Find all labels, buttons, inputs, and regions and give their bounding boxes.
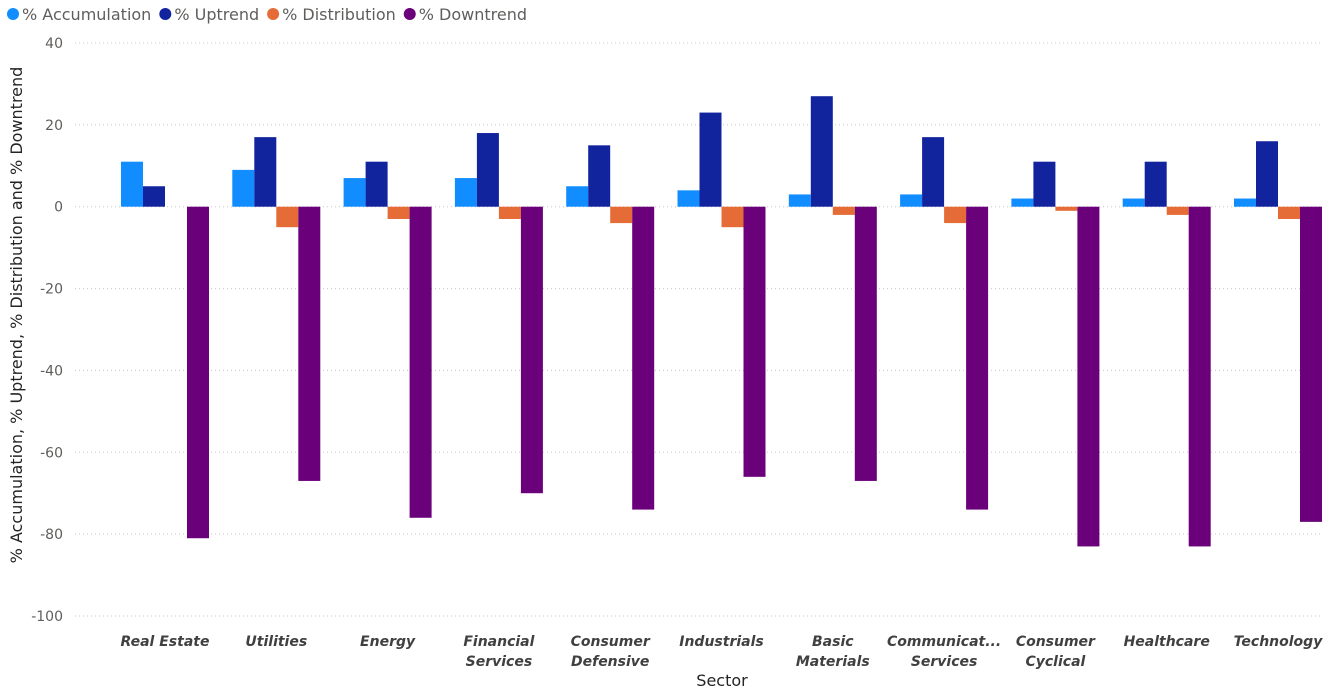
bar[interactable] [298,206,321,481]
x-tick-label: Real Estate [121,634,210,650]
bar[interactable] [632,206,655,510]
bar[interactable] [520,206,543,494]
x-tick-label: Energy [360,634,416,650]
legend[interactable]: % Accumulation % Uptrend % Distribution % D… [7,5,527,24]
bar[interactable] [677,190,700,207]
bar[interactable] [454,178,477,207]
legend-marker [403,8,416,20]
bar[interactable] [1300,206,1322,522]
bar[interactable] [187,206,209,539]
x-tick-label: Healthcare [1124,634,1210,650]
x-axis-ticks: Real Estate Utilities Energy Financial Servi… [121,634,1324,670]
y-tick-label: 40 [45,36,63,52]
gridlines [75,42,1322,617]
legend-label[interactable]: % Accumulation [22,5,151,24]
bar[interactable] [409,206,432,518]
bar[interactable] [566,186,589,207]
bar[interactable] [476,133,499,207]
x-tick-label: Basic Materials [796,634,870,670]
bar[interactable] [588,145,611,207]
bar[interactable] [121,161,143,207]
x-tick-label: Financial Services [463,634,534,670]
bar[interactable] [343,178,366,207]
x-tick-label: Consumer Defensive [571,634,651,670]
x-axis-title: Sector [696,671,748,690]
bar[interactable] [610,206,633,224]
legend-label[interactable]: % Downtrend [419,5,527,24]
bar[interactable] [1077,206,1100,547]
y-tick-label: -60 [40,445,63,461]
bar[interactable] [1144,161,1167,207]
x-tick-label: Technology [1234,634,1324,650]
y-tick-label: 0 [54,200,63,216]
bar[interactable] [387,206,410,219]
y-tick-label: -100 [31,609,63,625]
legend-marker [159,8,172,20]
bar[interactable] [854,206,877,481]
bar[interactable] [1188,206,1211,547]
bar[interactable] [276,206,299,228]
bar[interactable] [1256,141,1278,207]
bar[interactable] [699,112,722,207]
y-tick-label: -80 [40,527,63,543]
bar[interactable] [232,169,255,207]
legend-label[interactable]: % Distribution [282,5,396,24]
bar[interactable] [143,186,165,207]
x-tick-label: Communicat... Services [887,634,1001,670]
bar[interactable] [498,206,521,219]
bar[interactable] [1166,206,1189,215]
bar[interactable] [365,161,388,207]
y-axis-ticks: 40 20 0 -20 -40 -60 -80 -100 [31,36,63,625]
bar[interactable] [900,194,923,207]
bar[interactable] [944,206,967,224]
y-axis-title: % Accumulation, % Uptrend, % Distributio… [7,67,26,564]
bar[interactable] [721,206,744,228]
bar[interactable] [788,194,811,207]
bars [121,96,1322,547]
bar[interactable] [810,96,833,207]
bar[interactable] [1122,198,1145,207]
legend-label[interactable]: % Uptrend [174,5,259,24]
bar[interactable] [254,137,277,207]
x-tick-label: Utilities [245,634,307,650]
bar[interactable] [1234,198,1256,207]
bar[interactable] [832,206,855,215]
bar[interactable] [743,206,766,477]
x-tick-label: Consumer Cyclical [1016,634,1096,670]
legend-marker [267,8,280,20]
bar[interactable] [1055,206,1078,211]
y-tick-label: 20 [45,118,63,134]
x-tick-label: Industrials [679,634,763,650]
y-tick-label: -40 [40,363,63,379]
bar[interactable] [922,137,945,207]
y-tick-label: -20 [40,282,63,298]
bar[interactable] [1011,198,1034,207]
bar[interactable] [1278,206,1300,219]
legend-marker [7,8,19,20]
bar[interactable] [966,206,989,510]
bar[interactable] [1033,161,1056,207]
